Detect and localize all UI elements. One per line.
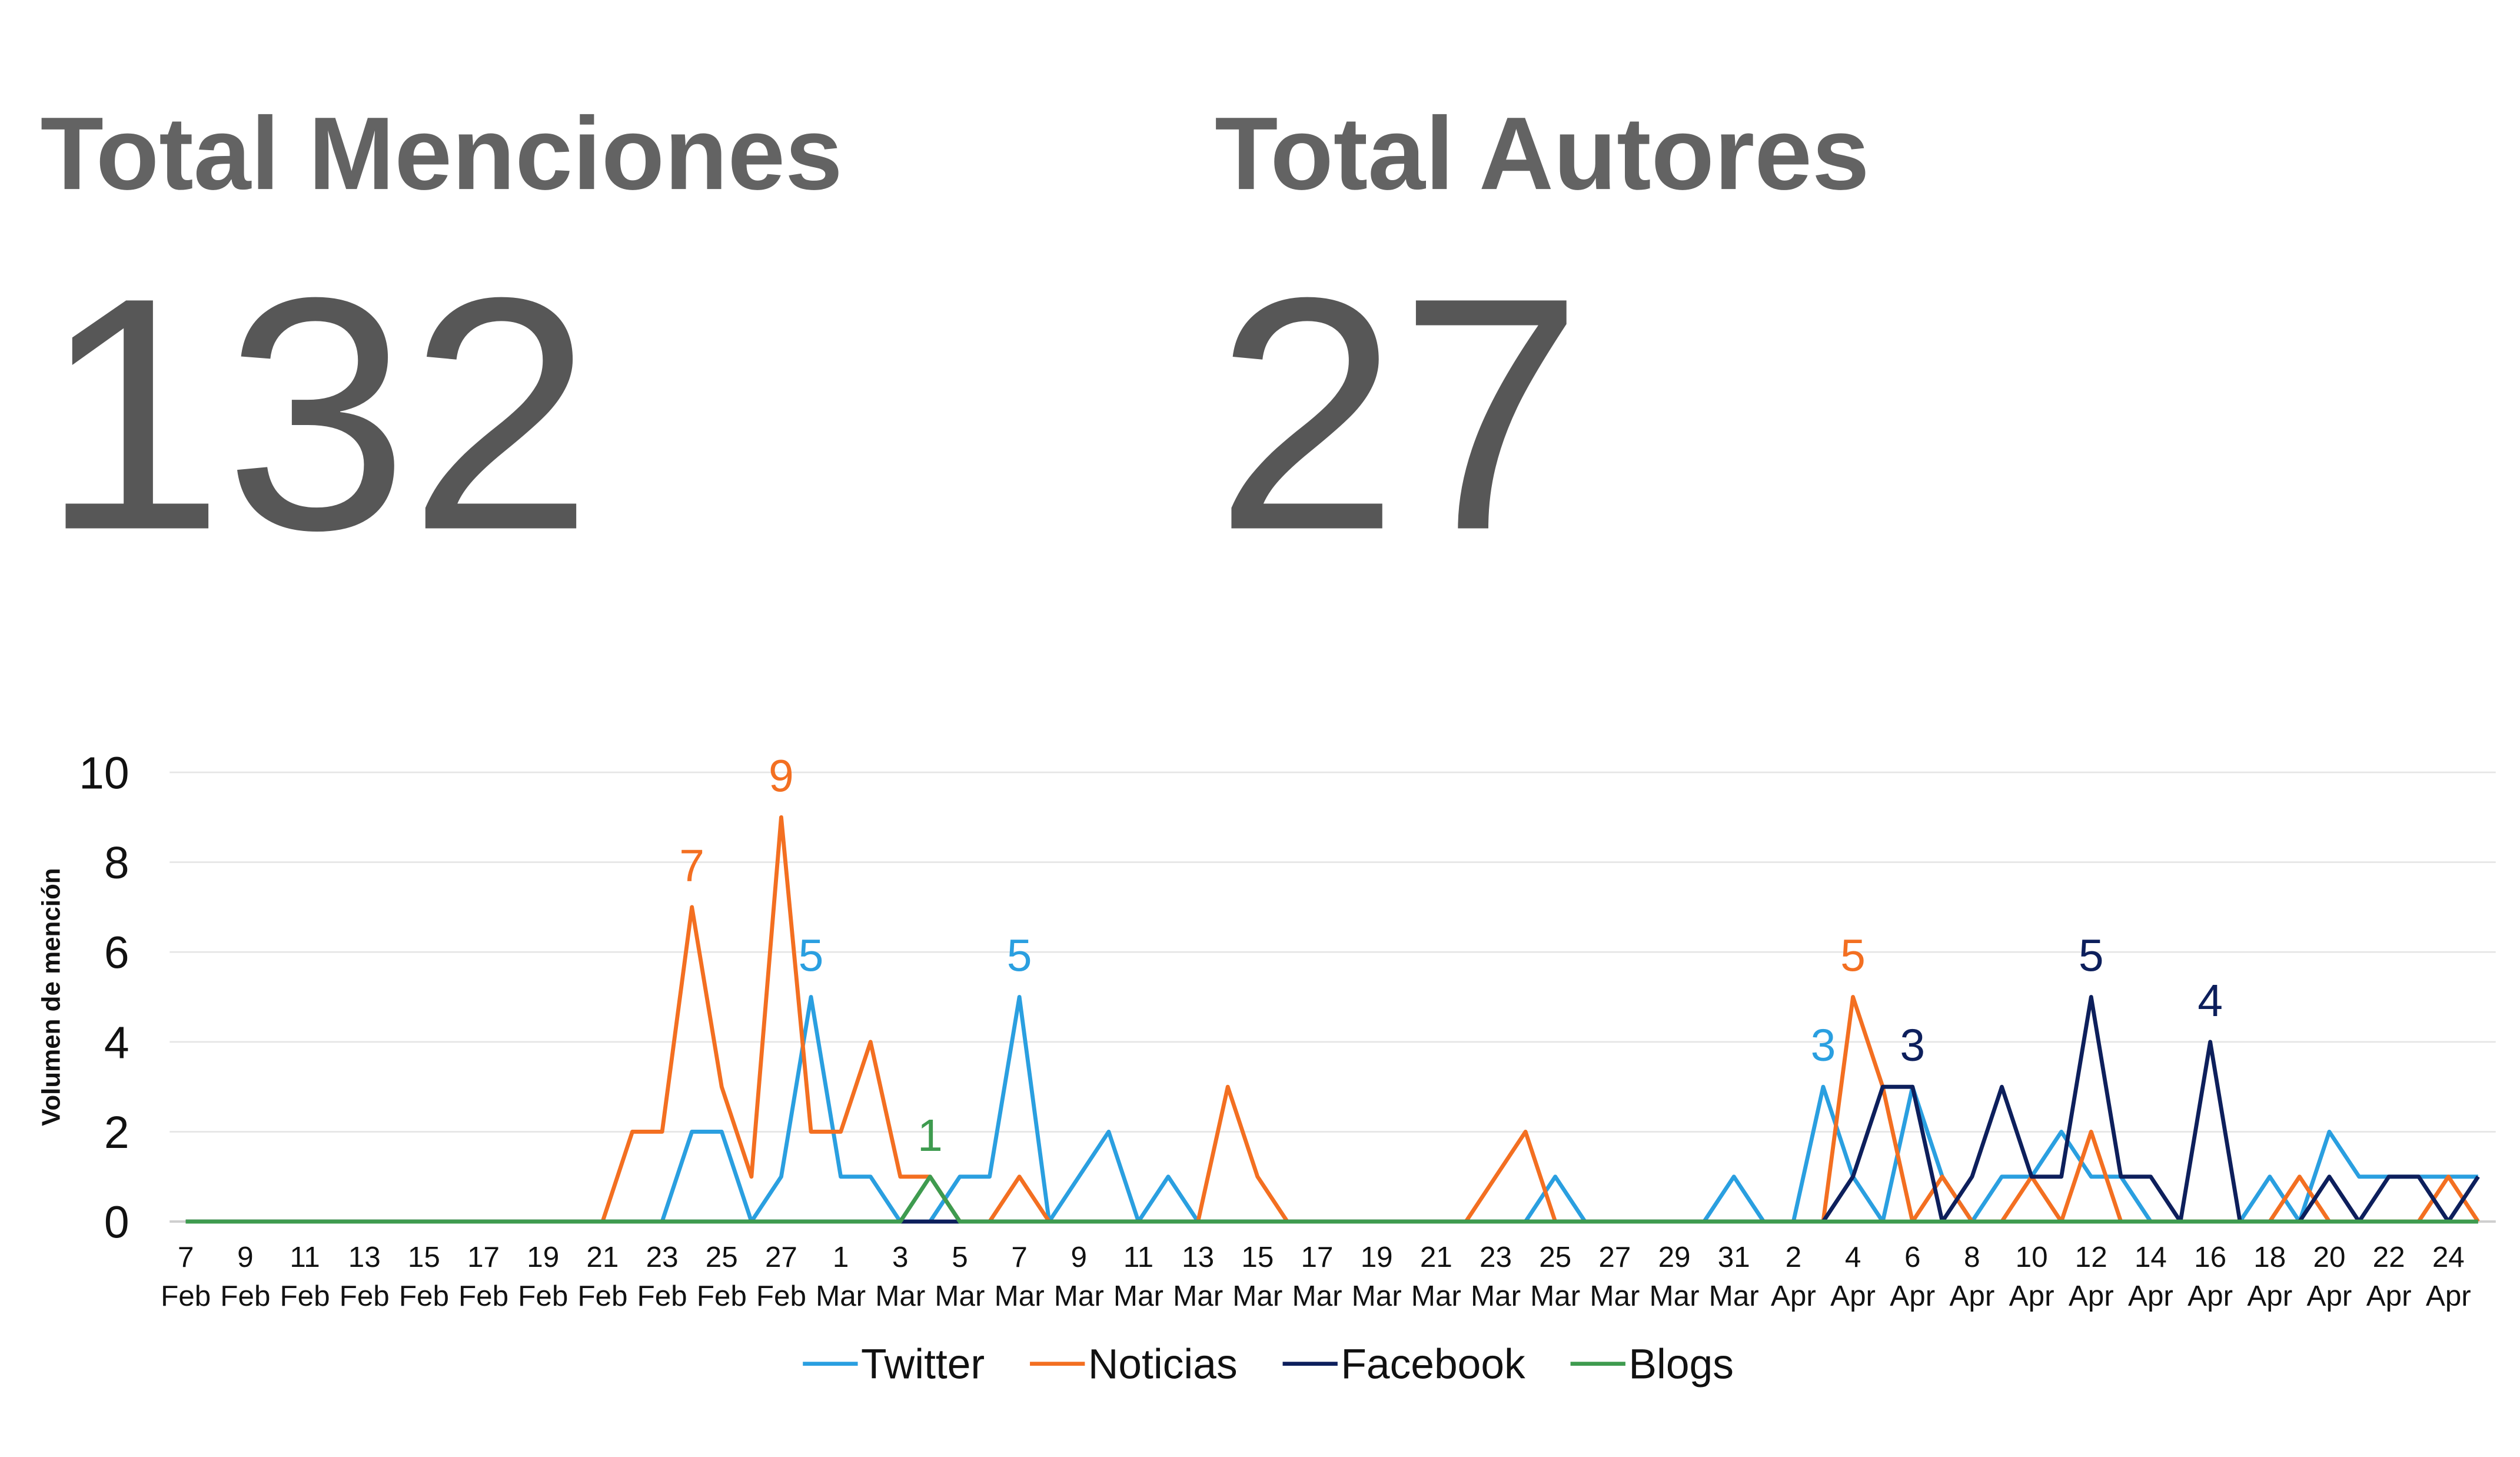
x-tick-label: 16 Apr — [2187, 1241, 2233, 1312]
x-tick-label: 14 Apr — [2128, 1241, 2173, 1312]
x-tick-label: 24 Apr — [2426, 1241, 2471, 1312]
x-tick-label: 15 Mar — [1232, 1241, 1282, 1312]
x-tick-label: 13 Feb — [340, 1241, 390, 1312]
y-axis-label: Volumen de mención — [37, 868, 66, 1126]
x-tick-label: 7 Feb — [161, 1241, 211, 1312]
x-tick-label: 23 Mar — [1471, 1241, 1521, 1312]
y-tick-label: 2 — [104, 1107, 129, 1158]
data-label: 1 — [917, 1110, 943, 1161]
data-label: 5 — [1840, 931, 1866, 981]
x-tick-label: 21 Mar — [1411, 1241, 1461, 1312]
x-tick-label: 20 Apr — [2307, 1241, 2352, 1312]
x-tick-label: 17 Mar — [1292, 1241, 1342, 1312]
x-tick-label: 31 Mar — [1709, 1241, 1759, 1312]
data-label: 5 — [1007, 931, 1032, 981]
x-tick-label: 11 Mar — [1113, 1241, 1163, 1312]
series-line — [185, 815, 2480, 1224]
y-tick-label: 10 — [79, 748, 129, 798]
x-tick-label: 27 Mar — [1590, 1241, 1640, 1312]
x-tick-label: 10 Apr — [2009, 1241, 2054, 1312]
data-label: 4 — [2197, 975, 2223, 1026]
x-tick-label: 9 Feb — [220, 1241, 270, 1312]
x-tick-label: 12 Apr — [2069, 1241, 2114, 1312]
x-tick-label: 19 Mar — [1352, 1241, 1402, 1312]
legend-label: Facebook — [1341, 1340, 1525, 1388]
legend-label: Noticias — [1088, 1340, 1238, 1388]
series-line — [185, 1174, 2478, 1224]
data-label: 3 — [1811, 1020, 1836, 1071]
data-label: 9 — [769, 751, 794, 801]
x-tick-label: 18 Apr — [2247, 1241, 2292, 1312]
x-tick-label: 23 Feb — [637, 1241, 687, 1312]
x-tick-label: 1 Mar — [816, 1241, 866, 1312]
data-label: 7 — [679, 841, 704, 891]
x-tick-label: 29 Mar — [1650, 1241, 1700, 1312]
x-tick-label: 9 Mar — [1054, 1241, 1104, 1312]
x-tick-label: 19 Feb — [518, 1241, 568, 1312]
x-tick-label: 11 Feb — [280, 1241, 330, 1312]
legend-label: Twitter — [861, 1340, 985, 1388]
kpi-value: 27 — [1215, 230, 1583, 599]
y-tick-label: 4 — [104, 1017, 129, 1068]
y-tick-label: 8 — [104, 838, 129, 888]
y-tick-label: 0 — [104, 1197, 129, 1248]
data-label: 5 — [799, 931, 824, 981]
data-label: 5 — [2079, 931, 2104, 981]
x-tick-label: 27 Feb — [756, 1241, 806, 1312]
legend-label: Blogs — [1628, 1340, 1734, 1388]
x-tick-label: 13 Mar — [1173, 1241, 1223, 1312]
series-line — [185, 995, 2480, 1224]
x-tick-label: 4 Apr — [1830, 1241, 1876, 1312]
x-tick-label: 2 Apr — [1771, 1241, 1816, 1312]
kpi-title: Total Menciones — [41, 96, 843, 211]
x-tick-label: 15 Feb — [399, 1241, 449, 1312]
x-tick-label: 25 Feb — [697, 1241, 747, 1312]
x-tick-label: 25 Mar — [1530, 1241, 1580, 1312]
kpi-title: Total Autores — [1215, 96, 1870, 211]
x-tick-label: 5 Mar — [935, 1241, 985, 1312]
kpi-value: 132 — [41, 230, 593, 599]
x-tick-label: 3 Mar — [875, 1241, 925, 1312]
x-tick-label: 17 Feb — [458, 1241, 508, 1312]
x-tick-label: 21 Feb — [577, 1241, 627, 1312]
x-tick-label: 22 Apr — [2366, 1241, 2412, 1312]
data-label: 3 — [1900, 1020, 1925, 1071]
x-tick-label: 7 Mar — [995, 1241, 1045, 1312]
x-tick-label: 6 Apr — [1890, 1241, 1935, 1312]
x-tick-label: 8 Apr — [1949, 1241, 1994, 1312]
series-line — [185, 995, 2478, 1224]
y-tick-label: 6 — [104, 928, 129, 978]
